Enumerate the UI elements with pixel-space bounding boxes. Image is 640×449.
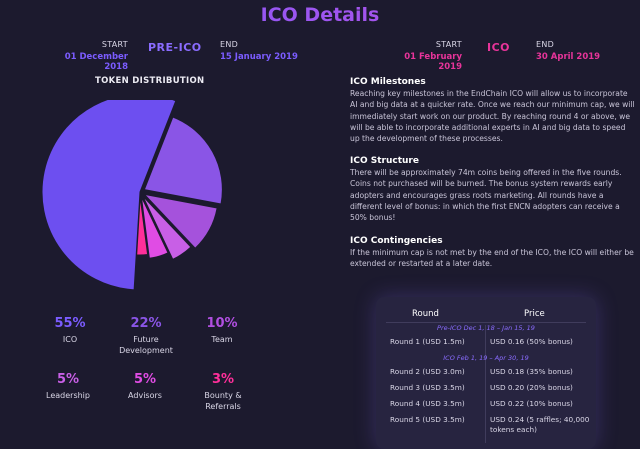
pie-slice-advisors xyxy=(140,196,169,259)
pie-slice-team xyxy=(142,193,218,249)
section-heading: ICO Contingencies xyxy=(350,236,443,246)
section-ico-milestones: ICO Milestones Reaching key milestones i… xyxy=(350,77,635,144)
stat-bounty-referrals: 3% Bounty & Referrals xyxy=(183,372,263,412)
stat-advisors: 5% Advisors xyxy=(105,372,185,401)
preico-end: END 15 January 2019 xyxy=(220,40,298,62)
preico-start-date: 01 December 2018 xyxy=(64,52,128,72)
table-cell-round: Round 3 (USD 3.5m) xyxy=(390,383,465,392)
table-cell-round: Round 1 (USD 1.5m) xyxy=(390,337,465,346)
table-cell-round: Round 2 (USD 3.0m) xyxy=(390,367,465,376)
stat-future-development-pct: 22% xyxy=(130,316,162,331)
token-distribution-title: TOKEN DISTRIBUTION xyxy=(95,76,205,86)
stat-future-development-name: Future Development xyxy=(119,335,173,355)
preico-phase-label: PRE-ICO xyxy=(148,41,202,54)
preico-start-label: START xyxy=(101,40,128,49)
table-cell-price: USD 0.22 (10% bonus) xyxy=(490,399,573,408)
stat-team-pct: 10% xyxy=(206,316,238,331)
token-distribution-pie-chart xyxy=(41,100,223,290)
ico-start-date: 01 February 2019 xyxy=(404,52,462,72)
section-heading: ICO Structure xyxy=(350,156,419,166)
table-cell-round: Round 5 (USD 3.5m) xyxy=(390,415,465,424)
stat-future-development: 22% Future Development xyxy=(106,316,186,356)
stat-team: 10% Team xyxy=(182,316,262,345)
stat-ico-name: ICO xyxy=(62,335,78,344)
table-header-round: Round xyxy=(412,309,439,319)
section-heading: ICO Milestones xyxy=(350,77,426,87)
section-body: If the minimum cap is not met by the end… xyxy=(350,248,634,269)
ico-end: END 30 April 2019 xyxy=(536,40,600,62)
section-ico-contingencies: ICO Contingencies If the minimum cap is … xyxy=(350,236,635,270)
table-column-divider xyxy=(485,325,486,443)
ico-phase-label: ICO xyxy=(487,41,511,54)
ico-start: START 01 February 2019 xyxy=(378,40,462,72)
stat-leadership-name: Leadership xyxy=(46,391,90,400)
round-price-table: Round Price Pre-ICO Dec 1, 18 – Jan 15, … xyxy=(376,297,596,449)
table-cell-price: USD 0.18 (35% bonus) xyxy=(490,367,573,376)
table-section-ico: ICO Feb 1, 19 – Apr 30, 19 xyxy=(443,354,529,362)
table-cell-price: USD 0.24 (5 raffles; 40,000 tokens each) xyxy=(490,415,590,434)
preico-end-label: END xyxy=(220,40,239,49)
table-cell-price: USD 0.16 (50% bonus) xyxy=(490,337,573,346)
stat-advisors-pct: 5% xyxy=(133,372,157,387)
ico-end-date: 30 April 2019 xyxy=(536,52,601,62)
table-section-preico: Pre-ICO Dec 1, 18 – Jan 15, 19 xyxy=(437,324,535,332)
table-header-price: Price xyxy=(524,309,545,319)
section-body: Reaching key milestones in the EndChain … xyxy=(350,89,635,144)
ico-start-label: START xyxy=(435,40,462,49)
ico-end-label: END xyxy=(536,40,555,49)
stat-bounty-referrals-pct: 3% xyxy=(211,372,235,387)
stat-ico-pct: 55% xyxy=(54,316,86,331)
section-body: There will be approximately 74m coins be… xyxy=(350,168,622,223)
pie-slice-bounty-referrals xyxy=(136,196,149,256)
preico-end-date: 15 January 2019 xyxy=(220,52,298,62)
table-divider xyxy=(386,322,586,323)
pie-slice-leadership xyxy=(142,195,192,261)
pie-slice-future-development xyxy=(143,116,223,205)
page-title: ICO Details xyxy=(0,4,640,26)
stat-ico: 55% ICO xyxy=(30,316,110,345)
preico-start: START 01 December 2018 xyxy=(44,40,128,72)
stat-team-name: Team xyxy=(211,335,233,344)
stat-leadership-pct: 5% xyxy=(56,372,80,387)
stat-leadership: 5% Leadership xyxy=(28,372,108,401)
stat-bounty-referrals-name: Bounty & Referrals xyxy=(204,391,242,411)
table-cell-round: Round 4 (USD 3.5m) xyxy=(390,399,465,408)
section-ico-structure: ICO Structure There will be approximatel… xyxy=(350,156,635,223)
pie-slice-ico xyxy=(41,100,177,290)
stat-advisors-name: Advisors xyxy=(128,391,162,400)
table-cell-price: USD 0.20 (20% bonus) xyxy=(490,383,573,392)
